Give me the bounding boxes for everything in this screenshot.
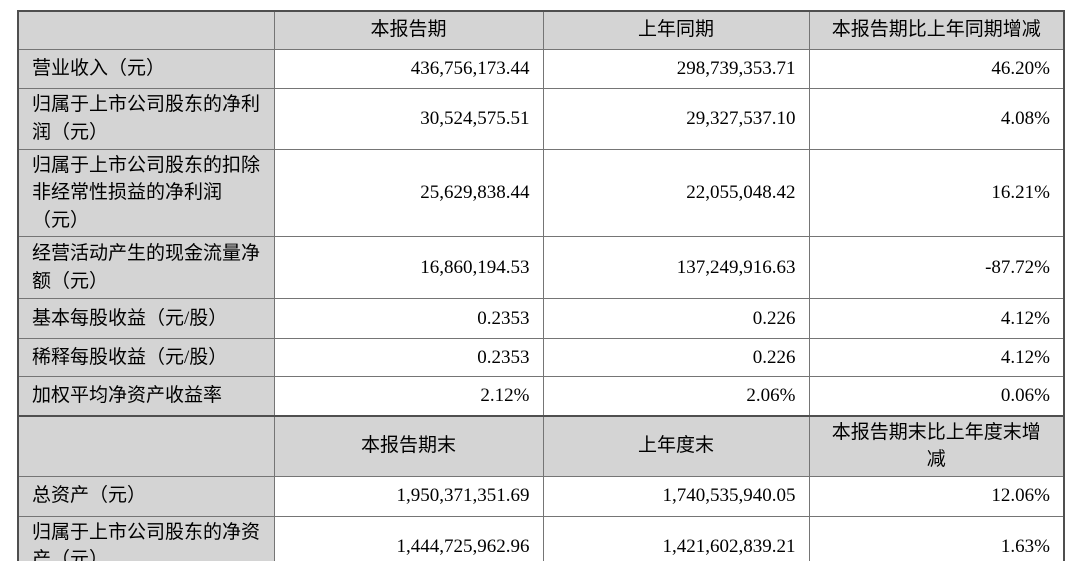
row-label: 加权平均净资产收益率 [17, 376, 275, 417]
period-end-header-row: 本报告期末 上年度末 本报告期末比上年度末增减 [17, 414, 1065, 477]
corner-cell [17, 414, 275, 477]
value-current: 1,444,725,962.96 [273, 515, 544, 561]
value-current: 16,860,194.53 [273, 236, 544, 300]
value-prior: 0.226 [542, 338, 810, 378]
value-prior: 22,055,048.42 [542, 148, 810, 238]
table-row-diluted-eps: 稀释每股收益（元/股） 0.2353 0.226 4.12% [17, 338, 1065, 378]
corner-cell [17, 10, 275, 50]
row-label: 归属于上市公司股东的净利润（元） [17, 87, 275, 150]
value-prior: 29,327,537.10 [542, 87, 810, 150]
value-change: 1.63% [808, 515, 1065, 561]
value-prior: 1,421,602,839.21 [542, 515, 810, 561]
value-change: 0.06% [808, 376, 1065, 417]
value-change: 12.06% [808, 475, 1065, 517]
value-change: 4.12% [808, 338, 1065, 378]
period-header-row: 本报告期 上年同期 本报告期比上年同期增减 [17, 10, 1065, 50]
table-row-net-assets: 归属于上市公司股东的净资产（元） 1,444,725,962.96 1,421,… [17, 515, 1065, 561]
table-row-net-profit-excl-nonrecurring: 归属于上市公司股东的扣除非经常性损益的净利润（元） 25,629,838.44 … [17, 148, 1065, 238]
header-current-period-end: 本报告期末 [273, 414, 544, 477]
row-label: 总资产（元） [17, 475, 275, 517]
value-current: 0.2353 [273, 298, 544, 340]
value-prior: 0.226 [542, 298, 810, 340]
value-change: 16.21% [808, 148, 1065, 238]
header-period-change: 本报告期比上年同期增减 [808, 10, 1065, 50]
value-change: -87.72% [808, 236, 1065, 300]
value-current: 2.12% [273, 376, 544, 417]
header-prior-year-end: 上年度末 [542, 414, 810, 477]
table-row-weighted-avg-roe: 加权平均净资产收益率 2.12% 2.06% 0.06% [17, 376, 1065, 417]
table-row-total-assets: 总资产（元） 1,950,371,351.69 1,740,535,940.05… [17, 475, 1065, 517]
row-label: 经营活动产生的现金流量净额（元） [17, 236, 275, 300]
row-label: 基本每股收益（元/股） [17, 298, 275, 340]
row-label: 稀释每股收益（元/股） [17, 338, 275, 378]
value-current: 30,524,575.51 [273, 87, 544, 150]
value-current: 25,629,838.44 [273, 148, 544, 238]
table-row-basic-eps: 基本每股收益（元/股） 0.2353 0.226 4.12% [17, 298, 1065, 340]
value-prior: 1,740,535,940.05 [542, 475, 810, 517]
value-current: 436,756,173.44 [273, 48, 544, 89]
value-prior: 137,249,916.63 [542, 236, 810, 300]
value-change: 4.08% [808, 87, 1065, 150]
row-label: 归属于上市公司股东的净资产（元） [17, 515, 275, 561]
financial-summary-table: 本报告期 上年同期 本报告期比上年同期增减 营业收入（元） 436,756,17… [17, 10, 1065, 561]
value-current: 0.2353 [273, 338, 544, 378]
row-label: 归属于上市公司股东的扣除非经常性损益的净利润（元） [17, 148, 275, 238]
table-row-revenue: 营业收入（元） 436,756,173.44 298,739,353.71 46… [17, 48, 1065, 89]
header-period-end-change: 本报告期末比上年度末增减 [808, 414, 1065, 477]
value-prior: 298,739,353.71 [542, 48, 810, 89]
value-current: 1,950,371,351.69 [273, 475, 544, 517]
value-change: 46.20% [808, 48, 1065, 89]
table-row-net-profit: 归属于上市公司股东的净利润（元） 30,524,575.51 29,327,53… [17, 87, 1065, 150]
value-change: 4.12% [808, 298, 1065, 340]
table-row-operating-cash-flow: 经营活动产生的现金流量净额（元） 16,860,194.53 137,249,9… [17, 236, 1065, 300]
row-label: 营业收入（元） [17, 48, 275, 89]
value-prior: 2.06% [542, 376, 810, 417]
header-prior-period: 上年同期 [542, 10, 810, 50]
header-current-period: 本报告期 [273, 10, 544, 50]
